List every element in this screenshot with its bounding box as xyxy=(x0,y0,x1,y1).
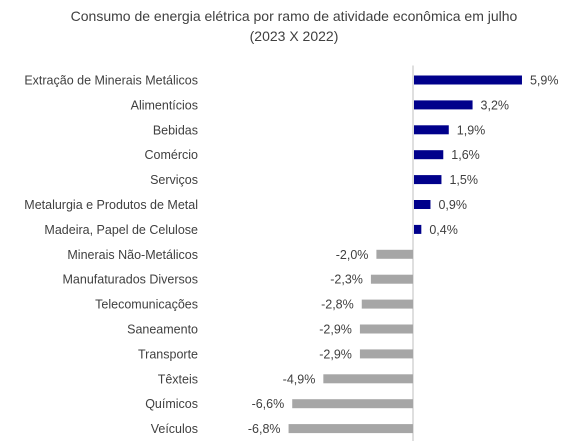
data-label: -2,9% xyxy=(319,347,352,361)
category-label: Saneamento xyxy=(127,323,198,337)
bar xyxy=(376,249,413,259)
bar xyxy=(359,349,413,359)
category-label: Serviços xyxy=(150,173,198,187)
data-label: -2,0% xyxy=(336,248,369,262)
data-label: -2,3% xyxy=(330,273,363,287)
data-label: -6,6% xyxy=(252,397,285,411)
bar xyxy=(414,75,522,85)
category-label: Madeira, Papel de Celulose xyxy=(44,223,198,237)
category-label: Extração de Minerais Metálicos xyxy=(24,74,198,88)
category-label: Manufaturados Diversos xyxy=(63,273,198,287)
data-label: -6,8% xyxy=(248,422,281,436)
data-label: -2,8% xyxy=(321,298,354,312)
bar xyxy=(414,150,444,160)
bar xyxy=(359,324,413,334)
category-label: Comércio xyxy=(145,148,199,162)
bar xyxy=(323,374,413,384)
bar xyxy=(414,175,442,185)
bar xyxy=(414,100,473,110)
data-label: 1,9% xyxy=(457,123,486,137)
category-label: Telecomunicações xyxy=(95,298,198,312)
data-label: -4,9% xyxy=(283,372,316,386)
data-label: 0,4% xyxy=(429,223,458,237)
category-label: Têxteis xyxy=(158,372,198,386)
category-label: Veículos xyxy=(151,422,198,436)
category-label: Bebidas xyxy=(153,123,198,137)
bar xyxy=(361,299,413,309)
bar xyxy=(414,224,422,234)
chart-subtitle: (2023 X 2022) xyxy=(249,28,339,44)
data-label: 1,5% xyxy=(449,173,478,187)
data-label: -2,9% xyxy=(319,323,352,337)
data-label: 5,9% xyxy=(530,74,559,88)
bar xyxy=(292,399,413,409)
data-label: 3,2% xyxy=(481,98,510,112)
chart-title: Consumo de energia elétrica por ramo de … xyxy=(70,8,518,24)
category-label: Metalurgia e Produtos de Metal xyxy=(24,198,198,212)
category-label: Minerais Não-Metálicos xyxy=(67,248,198,262)
category-label: Alimentícios xyxy=(131,98,198,112)
category-label: Químicos xyxy=(145,397,198,411)
category-label: Transporte xyxy=(138,347,198,361)
data-label: 1,6% xyxy=(451,148,480,162)
bar xyxy=(370,274,413,284)
data-label: 0,9% xyxy=(438,198,467,212)
bar xyxy=(414,125,449,135)
bar xyxy=(414,200,431,209)
bar xyxy=(288,424,413,434)
